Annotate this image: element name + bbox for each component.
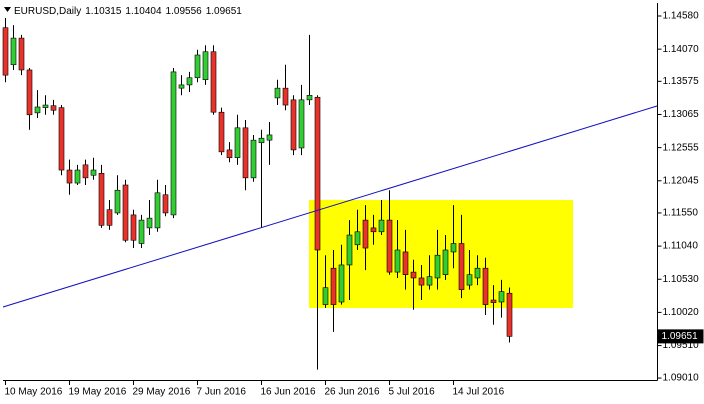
x-tick-label: 26 Jun 2016 xyxy=(325,387,380,398)
candle-body xyxy=(186,77,193,86)
candle-body xyxy=(418,277,425,286)
candle-body xyxy=(98,173,105,226)
x-tick-label: 19 May 2016 xyxy=(69,387,127,398)
candle-body xyxy=(346,234,353,266)
candle-body xyxy=(146,217,153,229)
x-tick-label: 10 May 2016 xyxy=(5,387,63,398)
candle-body xyxy=(74,169,81,184)
candle-body xyxy=(402,251,409,275)
candle-body xyxy=(442,249,449,276)
candle-body xyxy=(122,184,129,241)
candle-body xyxy=(90,169,97,176)
candle-body xyxy=(314,96,321,251)
candle-body xyxy=(378,219,385,233)
low-value: 1.09556 xyxy=(166,6,203,17)
candle-body xyxy=(42,104,49,108)
candle-body xyxy=(162,194,169,214)
candle-body xyxy=(274,87,281,99)
candle-body xyxy=(266,134,273,141)
candle-body xyxy=(26,69,33,116)
candle-body xyxy=(34,106,41,114)
y-tick-label: 1.10020 xyxy=(663,307,700,318)
y-tick-label: 1.09010 xyxy=(663,373,700,384)
candle-body xyxy=(306,95,313,101)
x-tick-label: 14 Jul 2016 xyxy=(453,387,505,398)
candle-body xyxy=(490,299,497,303)
open-value: 1.10315 xyxy=(85,6,122,17)
candle-body xyxy=(202,51,209,81)
candle-body xyxy=(18,37,25,71)
candle-body xyxy=(10,37,17,66)
chart-title: EURUSD,Daily xyxy=(14,6,81,17)
candle-body xyxy=(394,249,401,273)
candle-body xyxy=(138,219,145,244)
current-price-label: 1.09651 xyxy=(662,331,699,342)
candle-body xyxy=(234,127,241,159)
candle-body xyxy=(474,267,481,279)
y-tick-label: 1.11040 xyxy=(663,241,699,252)
y-tick-label: 1.11550 xyxy=(663,208,699,219)
y-tick-label: 1.12045 xyxy=(663,175,700,186)
candle-body xyxy=(210,51,217,113)
candle-body xyxy=(370,227,377,233)
candle-body xyxy=(410,271,417,279)
candle-body xyxy=(426,276,433,286)
candle-body xyxy=(194,54,201,79)
y-tick-label: 1.14580 xyxy=(663,11,700,22)
y-tick-label: 1.09510 xyxy=(663,340,700,351)
menu-triangle xyxy=(4,7,11,12)
x-tick-label: 16 Jun 2016 xyxy=(261,387,316,398)
high-value: 1.10404 xyxy=(125,6,162,17)
candle-body xyxy=(50,105,57,111)
candle-body xyxy=(338,264,345,303)
candle-body xyxy=(290,99,297,151)
candle-body xyxy=(330,267,337,305)
candle-body xyxy=(386,219,393,273)
candle-body xyxy=(106,209,113,226)
candle-body xyxy=(362,219,369,249)
candles xyxy=(2,17,513,370)
trend-line xyxy=(2,105,658,308)
candle-body xyxy=(506,292,513,337)
y-tick-label: 1.10530 xyxy=(663,274,700,285)
x-tick-label: 7 Jun 2016 xyxy=(197,387,247,398)
current-price-box xyxy=(657,329,704,344)
y-tick-label: 1.12555 xyxy=(663,142,700,153)
candle-body xyxy=(282,87,289,106)
chart-header: EURUSD,Daily 1.10315 1.10404 1.09556 1.09651 xyxy=(14,6,242,17)
x-tick-label: 5 Jul 2016 xyxy=(389,387,436,398)
y-tick-label: 1.14070 xyxy=(663,44,700,55)
candle-body xyxy=(298,99,305,149)
candle-body xyxy=(434,254,441,279)
x-tick-label: 29 May 2016 xyxy=(133,387,191,398)
y-tick-label: 1.13575 xyxy=(663,76,700,87)
candle-body xyxy=(450,243,457,253)
candle-body xyxy=(58,107,65,171)
candle-body xyxy=(82,164,89,179)
candle-body xyxy=(498,291,505,303)
candle-body xyxy=(114,189,121,214)
y-tick-label: 1.13065 xyxy=(663,109,700,120)
candle-body xyxy=(482,267,489,305)
candle-body xyxy=(170,71,177,216)
candle-body xyxy=(154,192,161,229)
candle-body xyxy=(2,27,9,76)
candle-body xyxy=(178,84,185,89)
candle-body xyxy=(218,111,225,153)
candle-body xyxy=(66,169,73,184)
candle-body xyxy=(354,231,361,246)
candle-body xyxy=(458,243,465,290)
close-value: 1.09651 xyxy=(206,6,243,17)
candle-body xyxy=(250,139,257,179)
candle-body xyxy=(242,127,249,179)
candle-body xyxy=(226,149,233,158)
candle-body xyxy=(258,137,265,144)
candle-body xyxy=(130,214,137,241)
candle-body xyxy=(322,287,329,305)
highlight-zone xyxy=(309,200,573,308)
candle-body xyxy=(466,274,473,286)
